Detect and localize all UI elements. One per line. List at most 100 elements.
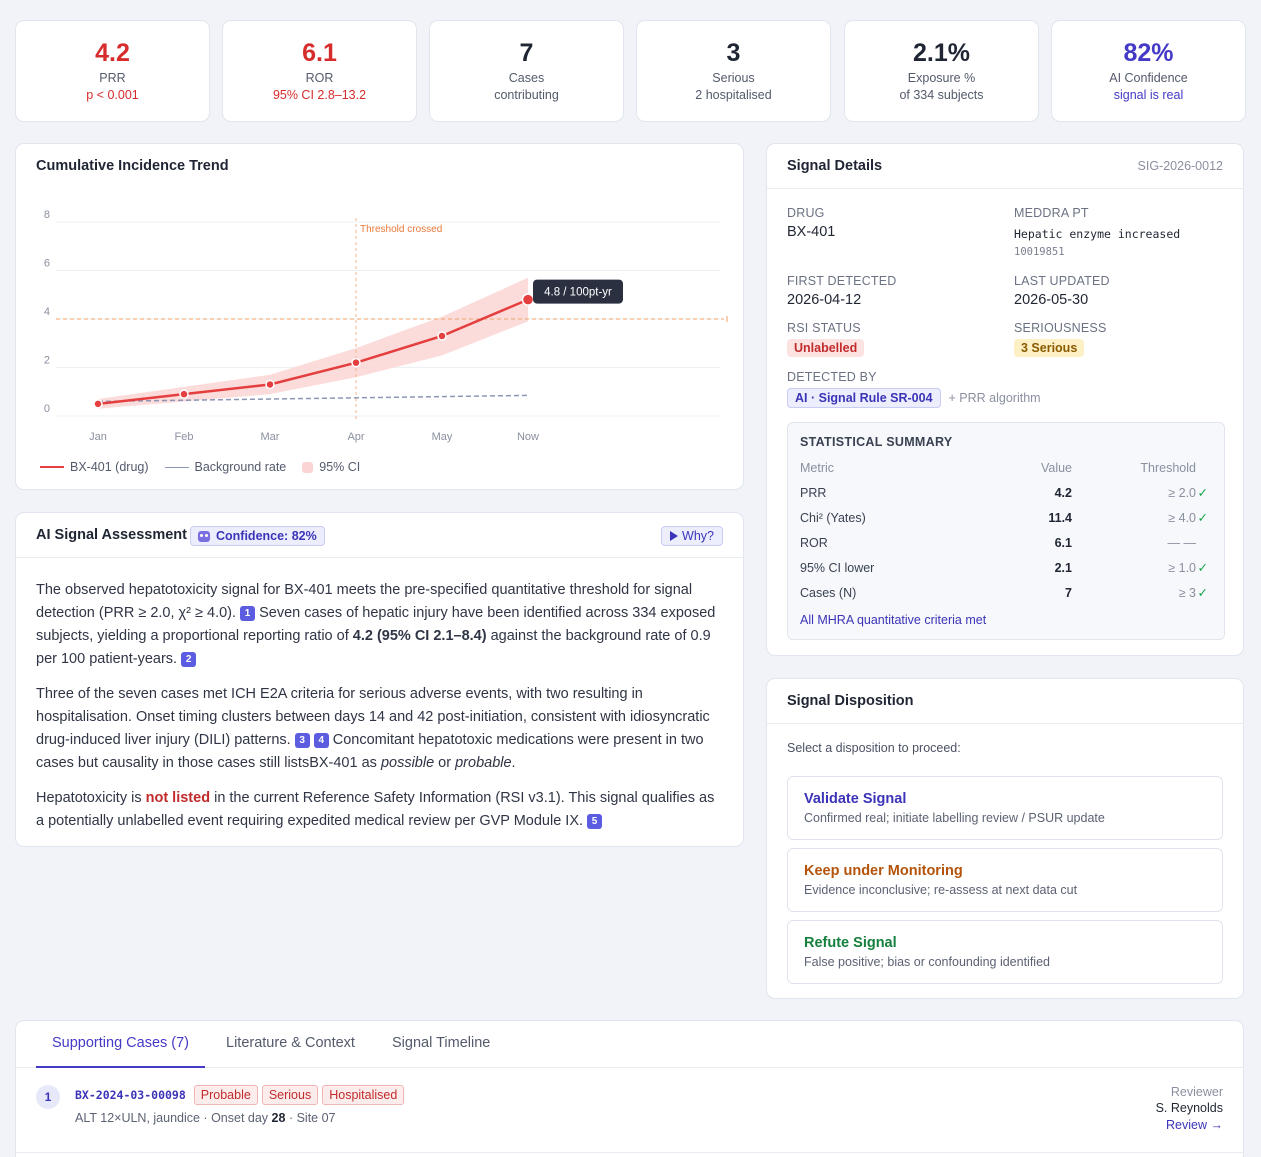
tab-supporting-cases[interactable]: Supporting Cases (7) xyxy=(36,1021,206,1068)
reviewer-label: Reviewer xyxy=(1170,1085,1223,1099)
kpi-value: 7 xyxy=(519,39,534,67)
detection-rule-badge[interactable]: AI · Signal Rule SR-004 xyxy=(787,388,941,408)
citation-ref[interactable]: 3 xyxy=(294,733,310,748)
citation-ref[interactable]: 2 xyxy=(181,652,197,667)
disposition-prompt: Select a disposition to proceed: xyxy=(787,741,961,755)
why-button[interactable]: Why? xyxy=(661,526,723,546)
field-label: DETECTED BY xyxy=(787,370,877,384)
tab-literature-context[interactable]: Literature & Context xyxy=(226,1035,355,1051)
case-tag: Probable xyxy=(193,1085,258,1105)
stats-metric: PRR xyxy=(800,485,827,500)
legend-item-ci: 95% CI xyxy=(302,460,360,474)
legend-item-drug: BX-401 (drug) xyxy=(40,460,149,474)
check-icon: ✓ xyxy=(1197,586,1208,600)
ci-band xyxy=(98,277,528,409)
stats-header-row: Metric Value Threshold xyxy=(800,455,1212,480)
kpi-value: 3 xyxy=(726,39,741,67)
ai-text-bold: 4.2 (95% CI 2.1–8.4) xyxy=(352,628,487,644)
field-label: DRUG xyxy=(787,206,825,220)
ai-assessment-body: The observed hepatotoxicity signal for B… xyxy=(36,579,723,845)
ai-text-italic: possible xyxy=(380,755,435,771)
citation-ref[interactable]: 5 xyxy=(587,814,603,829)
kpi-label: Exposure % xyxy=(907,71,976,85)
field-seriousness: SERIOUSNESS 3 Serious xyxy=(1014,321,1107,357)
ai-text: . xyxy=(511,755,516,771)
stats-threshold: ≥ 3 ✓ xyxy=(1072,580,1212,605)
field-value: 2026-04-12 xyxy=(787,292,862,308)
reviewer-name: S. Reynolds xyxy=(1155,1101,1223,1115)
stats-footer-link[interactable]: All MHRA quantitative criteria met xyxy=(800,613,987,627)
validate-signal-option[interactable]: Validate Signal Confirmed real; initiate… xyxy=(787,776,1223,840)
field-detected-by: DETECTED BY AI · Signal Rule SR-004 + PR… xyxy=(787,370,1041,408)
case-description: ALT 12×ULN, jaundice · Onset day 28 · Si… xyxy=(75,1111,336,1125)
kpi-label: ROR xyxy=(305,71,334,85)
check-icon: ✓ xyxy=(1197,511,1208,525)
threshold-text: ≥ 1.0 xyxy=(1168,561,1196,575)
ai-paragraph-1: The observed hepatotoxicity signal for B… xyxy=(36,579,723,671)
y-tick-label: 6 xyxy=(44,258,50,270)
y-tick-label: 4 xyxy=(44,306,50,318)
field-label: SERIOUSNESS xyxy=(1014,321,1107,335)
tab-signal-timeline[interactable]: Signal Timeline xyxy=(392,1035,491,1051)
kpi-sub: 2 hospitalised xyxy=(695,88,772,102)
disposition-title: Signal Disposition xyxy=(787,693,914,709)
ai-text: Seven cases of hepatic injury have been … xyxy=(36,605,716,644)
kpi-ai-confidence: 82% AI Confidence signal is real xyxy=(1051,20,1246,122)
stats-title: STATISTICAL SUMMARY xyxy=(800,435,953,449)
threshold-crossed-label: Threshold crossed xyxy=(360,224,442,235)
legend-item-background: Background rate xyxy=(164,460,287,474)
option-desc: False positive; bias or confounding iden… xyxy=(804,955,1050,969)
y-tick-label: 8 xyxy=(44,209,50,221)
threshold-text: ≥ 2.0 xyxy=(1168,486,1196,500)
legend-label: Background rate xyxy=(194,460,287,474)
option-title: Refute Signal xyxy=(804,935,897,951)
ai-assessment-card: AI Signal Assessment Confidence: 82% Why… xyxy=(15,512,744,847)
case-tag: Serious xyxy=(261,1085,319,1105)
stats-col-header: Metric xyxy=(800,460,835,475)
kpi-cases: 7 Cases contributing xyxy=(429,20,624,122)
detection-extra: + PRR algorithm xyxy=(948,391,1041,405)
keep-monitoring-option[interactable]: Keep under Monitoring Evidence inconclus… xyxy=(787,848,1223,912)
citation-ref[interactable]: 4 xyxy=(313,733,329,748)
data-point xyxy=(521,293,535,306)
ai-text: against the background rate of 0.9 per 1… xyxy=(36,628,711,667)
case-tag: Hospitalised xyxy=(322,1085,405,1105)
field-meddra-pt: MEDDRA PT Hepatic enzyme increased 10019… xyxy=(1014,206,1180,258)
legend-label: 95% CI xyxy=(319,460,361,474)
case-id-link[interactable]: BX-2024-03-00098 xyxy=(75,1088,186,1102)
tooltip-text: 4.8 / 100pt-yr xyxy=(544,287,612,299)
play-icon xyxy=(670,531,679,541)
x-tick-label: Jan xyxy=(89,431,107,443)
ai-assessment-title: AI Signal Assessment xyxy=(36,527,187,543)
kpi-value: 2.1% xyxy=(913,39,970,67)
confidence-badge: Confidence: 82% xyxy=(190,526,325,546)
kpi-value: 4.2 xyxy=(95,39,130,67)
stats-metric: ROR xyxy=(800,535,828,550)
field-label: LAST UPDATED xyxy=(1014,274,1110,288)
citation-ref[interactable]: 1 xyxy=(240,606,256,621)
stats-metric: 95% CI lower xyxy=(800,560,875,575)
table-row[interactable]: 1 BX-2024-03-00098 Probable Serious Hosp… xyxy=(16,1069,1243,1153)
stats-table: Metric Value Threshold PRR 4.2 ≥ 2.0 ✓ Chi² … xyxy=(800,455,1212,605)
x-tick-label: Apr xyxy=(347,431,364,443)
review-link[interactable]: Review → xyxy=(1166,1118,1223,1132)
data-point xyxy=(93,399,103,409)
data-point xyxy=(265,379,275,390)
x-tick-label: May xyxy=(432,431,453,443)
stats-col-header: Value xyxy=(1040,460,1072,475)
case-desc-text: · Site 07 xyxy=(288,1111,336,1125)
series-line-drug xyxy=(97,298,529,406)
kpi-sub: contributing xyxy=(494,88,559,102)
ai-text-bold: not listed xyxy=(145,790,211,806)
refute-signal-option[interactable]: Refute Signal False positive; bias or co… xyxy=(787,920,1223,984)
option-desc: Confirmed real; initiate labelling revie… xyxy=(804,811,1105,825)
stats-threshold: — — xyxy=(1072,530,1212,555)
data-point xyxy=(179,389,189,399)
x-tick-label: Mar xyxy=(261,431,280,443)
stats-value: 2.1 xyxy=(1054,560,1072,575)
option-title: Validate Signal xyxy=(804,791,907,807)
kpi-sub: signal is real xyxy=(1113,88,1184,102)
stats-metric: Chi² (Yates) xyxy=(800,510,866,525)
legend-label: BX-401 (drug) xyxy=(70,460,149,474)
kpi-exposure: 2.1% Exposure % of 334 subjects xyxy=(844,20,1039,122)
